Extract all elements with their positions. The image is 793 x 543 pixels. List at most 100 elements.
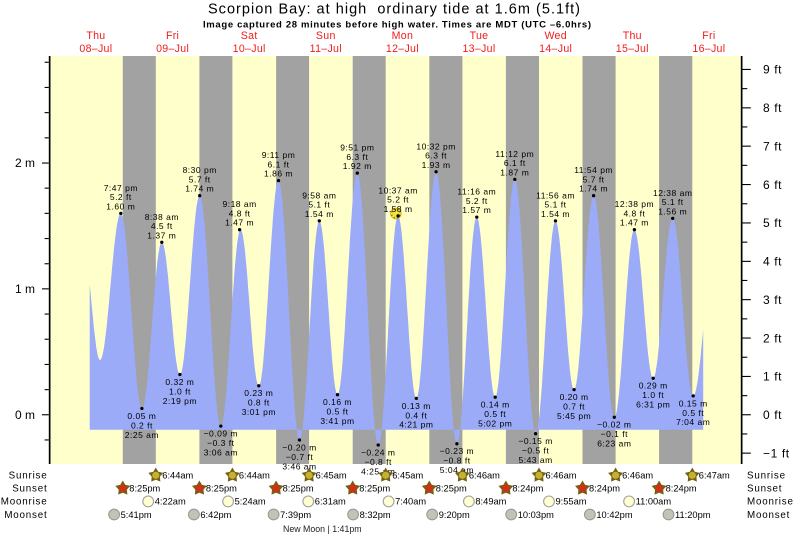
svg-text:Sunrise: Sunrise: [747, 471, 786, 482]
svg-text:1.74 m: 1.74 m: [185, 184, 214, 194]
svg-text:0.16 m: 0.16 m: [323, 397, 352, 407]
svg-text:Sunset: Sunset: [12, 484, 47, 495]
svg-text:11:56 am: 11:56 am: [536, 190, 575, 200]
svg-text:11:12 pm: 11:12 pm: [495, 149, 534, 159]
svg-text:−1 ft: −1 ft: [763, 446, 790, 460]
svg-text:5.1 ft: 5.1 ft: [545, 200, 567, 210]
svg-text:11:20pm: 11:20pm: [675, 510, 711, 520]
svg-text:8 ft: 8 ft: [763, 101, 782, 115]
svg-text:10:32 pm: 10:32 pm: [416, 141, 455, 151]
svg-text:1.86 m: 1.86 m: [264, 169, 293, 179]
svg-text:8:25pm: 8:25pm: [283, 484, 314, 494]
svg-text:4:25 am: 4:25 am: [361, 466, 395, 476]
svg-text:3 ft: 3 ft: [763, 293, 782, 307]
svg-text:9:20pm: 9:20pm: [439, 510, 470, 520]
svg-text:6:47am: 6:47am: [699, 471, 730, 481]
svg-text:−0.15 m: −0.15 m: [518, 436, 552, 446]
svg-text:1.0 ft: 1.0 ft: [169, 386, 191, 396]
svg-text:5.7 ft: 5.7 ft: [189, 174, 211, 184]
svg-text:7:47 pm: 7:47 pm: [104, 183, 138, 193]
svg-text:5.2 ft: 5.2 ft: [110, 192, 132, 202]
svg-text:0.2 ft: 0.2 ft: [131, 420, 153, 430]
svg-text:1.37 m: 1.37 m: [147, 230, 176, 240]
svg-text:−0.8 ft: −0.8 ft: [443, 456, 471, 466]
svg-text:1 m: 1 m: [15, 282, 35, 296]
svg-text:8:38 am: 8:38 am: [145, 212, 179, 222]
svg-text:5:04 am: 5:04 am: [440, 465, 474, 475]
svg-text:−0.8 ft: −0.8 ft: [365, 457, 393, 467]
svg-text:1.57 m: 1.57 m: [462, 205, 491, 215]
svg-text:6:45am: 6:45am: [316, 471, 347, 481]
svg-text:6:44am: 6:44am: [162, 471, 193, 481]
svg-text:1.47 m: 1.47 m: [225, 218, 254, 228]
svg-text:12:38 pm: 12:38 pm: [615, 199, 654, 209]
svg-text:4:21 pm: 4:21 pm: [399, 420, 433, 430]
svg-text:7:04 am: 7:04 am: [676, 417, 710, 427]
svg-text:11–Jul: 11–Jul: [310, 43, 342, 55]
svg-text:7:40am: 7:40am: [395, 497, 426, 507]
svg-text:4.5 ft: 4.5 ft: [151, 221, 173, 231]
svg-text:2 m: 2 m: [15, 156, 35, 170]
svg-text:1 ft: 1 ft: [763, 370, 782, 384]
svg-text:0.32 m: 0.32 m: [165, 377, 194, 387]
svg-text:9:55am: 9:55am: [556, 497, 587, 507]
svg-text:8:49am: 8:49am: [475, 497, 506, 507]
svg-text:0.13 m: 0.13 m: [402, 401, 431, 411]
svg-text:6.3 ft: 6.3 ft: [425, 151, 447, 161]
svg-text:0 ft: 0 ft: [763, 408, 782, 422]
svg-text:8:25pm: 8:25pm: [129, 484, 160, 494]
svg-text:1.74 m: 1.74 m: [579, 184, 608, 194]
svg-text:−0.1 ft: −0.1 ft: [601, 429, 629, 439]
svg-text:6.1 ft: 6.1 ft: [268, 159, 290, 169]
svg-text:6.3 ft: 6.3 ft: [346, 152, 368, 162]
svg-text:Fri: Fri: [702, 30, 715, 42]
svg-text:Fri: Fri: [166, 30, 179, 42]
svg-text:16–Jul: 16–Jul: [692, 43, 725, 55]
svg-text:−0.24 m: −0.24 m: [361, 447, 395, 457]
svg-text:Moonset: Moonset: [747, 510, 790, 521]
svg-text:0.14 m: 0.14 m: [481, 400, 510, 410]
svg-text:−0.5 ft: −0.5 ft: [522, 446, 550, 456]
svg-text:4.8 ft: 4.8 ft: [229, 208, 251, 218]
svg-text:8:24pm: 8:24pm: [512, 484, 543, 494]
svg-text:8:25pm: 8:25pm: [206, 484, 237, 494]
svg-text:Scorpion Bay: at high ordinar: Scorpion Bay: at high ordinary tide at 1…: [208, 2, 580, 18]
svg-text:8:24pm: 8:24pm: [589, 484, 620, 494]
svg-text:2:25 am: 2:25 am: [125, 430, 159, 440]
svg-text:−0.02 m: −0.02 m: [597, 420, 631, 430]
svg-text:1.60 m: 1.60 m: [106, 201, 135, 211]
svg-text:3:01 pm: 3:01 pm: [242, 407, 276, 417]
svg-text:0.5 ft: 0.5 ft: [327, 407, 349, 417]
svg-text:9:18 am: 9:18 am: [222, 199, 256, 209]
svg-text:2 ft: 2 ft: [763, 331, 782, 345]
svg-text:9:58 am: 9:58 am: [302, 190, 336, 200]
svg-text:Sunrise: Sunrise: [9, 471, 48, 482]
svg-text:5:41pm: 5:41pm: [121, 510, 152, 520]
svg-text:Image captured 28 minutes befo: Image captured 28 minutes before high wa…: [203, 20, 591, 31]
svg-text:0.4 ft: 0.4 ft: [405, 410, 427, 420]
svg-text:−0.23 m: −0.23 m: [440, 446, 474, 456]
svg-text:Thu: Thu: [623, 30, 642, 42]
svg-text:6:31am: 6:31am: [315, 497, 346, 507]
svg-text:1.56 m: 1.56 m: [658, 206, 687, 216]
svg-text:08–Jul: 08–Jul: [79, 43, 112, 55]
svg-text:0.5 ft: 0.5 ft: [484, 409, 506, 419]
svg-text:12–Jul: 12–Jul: [386, 43, 419, 55]
svg-text:0.8 ft: 0.8 ft: [248, 398, 270, 408]
svg-text:6 ft: 6 ft: [763, 178, 782, 192]
svg-text:Moonset: Moonset: [4, 510, 47, 521]
svg-text:6:44am: 6:44am: [239, 471, 270, 481]
svg-text:12:38 am: 12:38 am: [653, 188, 692, 198]
svg-text:3:41 pm: 3:41 pm: [320, 416, 354, 426]
svg-text:8:25pm: 8:25pm: [359, 484, 390, 494]
svg-text:6:42pm: 6:42pm: [200, 510, 231, 520]
svg-text:5:24am: 5:24am: [235, 497, 266, 507]
svg-text:3:46 am: 3:46 am: [282, 461, 316, 471]
svg-text:4.8 ft: 4.8 ft: [623, 208, 645, 218]
svg-text:5:43 am: 5:43 am: [518, 455, 552, 465]
svg-text:6.1 ft: 6.1 ft: [504, 158, 526, 168]
svg-text:Mon: Mon: [392, 30, 414, 42]
svg-text:8:30 pm: 8:30 pm: [183, 165, 217, 175]
svg-text:9:51 pm: 9:51 pm: [340, 143, 374, 153]
svg-text:10:37 am: 10:37 am: [378, 185, 417, 195]
